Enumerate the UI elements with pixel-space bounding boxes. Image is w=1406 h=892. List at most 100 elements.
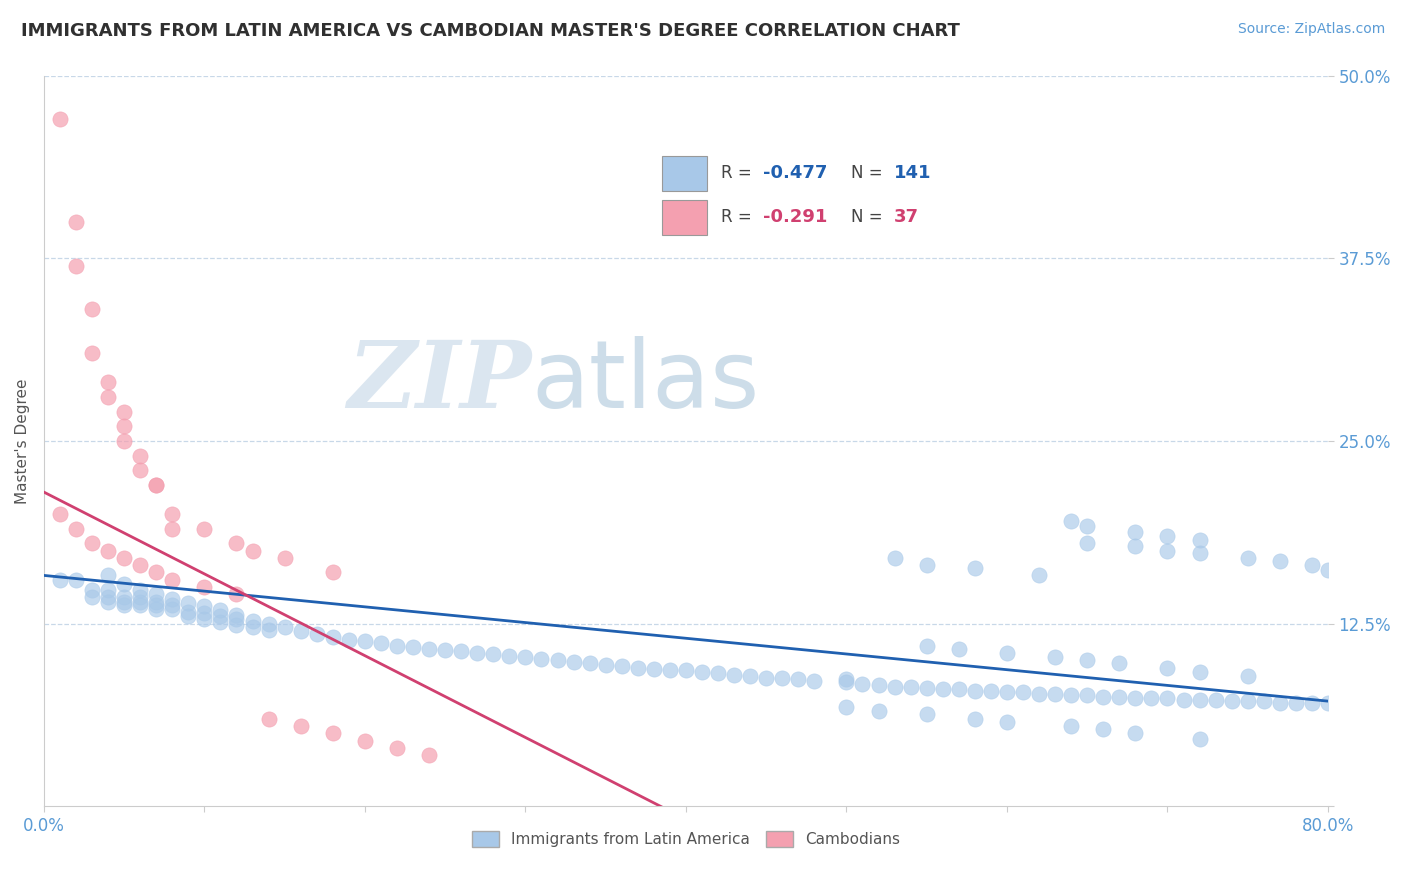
Point bbox=[129, 595, 152, 609]
Text: N =: N = bbox=[852, 164, 889, 182]
Point bbox=[97, 591, 120, 605]
Point bbox=[49, 573, 72, 587]
Point bbox=[562, 655, 585, 669]
Point bbox=[145, 602, 167, 616]
Point bbox=[112, 591, 135, 605]
Point bbox=[755, 671, 778, 685]
Point bbox=[1188, 692, 1211, 706]
Point bbox=[1236, 694, 1258, 708]
Point bbox=[65, 259, 87, 273]
Point bbox=[418, 748, 440, 763]
Point bbox=[225, 618, 247, 632]
Point bbox=[273, 550, 295, 565]
Point bbox=[932, 682, 955, 697]
Point bbox=[1028, 568, 1050, 582]
Point bbox=[1012, 685, 1035, 699]
Point bbox=[354, 733, 377, 747]
Point bbox=[1108, 690, 1130, 704]
Point bbox=[690, 665, 713, 679]
Point bbox=[209, 603, 232, 617]
Point bbox=[915, 681, 938, 695]
Text: -0.477: -0.477 bbox=[763, 164, 828, 182]
Point bbox=[498, 648, 520, 663]
Point bbox=[354, 634, 377, 648]
Point bbox=[915, 558, 938, 573]
Point bbox=[162, 591, 184, 606]
Point bbox=[80, 536, 103, 550]
Point bbox=[723, 668, 745, 682]
FancyBboxPatch shape bbox=[662, 200, 707, 235]
Point bbox=[129, 598, 152, 612]
Point bbox=[322, 630, 344, 644]
Point bbox=[273, 619, 295, 633]
Point bbox=[193, 599, 215, 614]
Point bbox=[225, 612, 247, 626]
Point bbox=[242, 619, 264, 633]
Point bbox=[1076, 688, 1098, 702]
Point bbox=[162, 522, 184, 536]
Point bbox=[1156, 543, 1178, 558]
Point bbox=[1236, 669, 1258, 683]
Point bbox=[1108, 656, 1130, 670]
Point bbox=[112, 598, 135, 612]
Point bbox=[322, 566, 344, 580]
Point bbox=[1220, 694, 1243, 708]
Point bbox=[1043, 650, 1066, 665]
Text: Source: ZipAtlas.com: Source: ZipAtlas.com bbox=[1237, 22, 1385, 37]
Point bbox=[145, 477, 167, 491]
Point bbox=[868, 704, 890, 718]
Point bbox=[1173, 692, 1195, 706]
Point bbox=[97, 543, 120, 558]
Point bbox=[305, 627, 328, 641]
Point bbox=[1188, 665, 1211, 679]
Point bbox=[450, 644, 472, 658]
Point bbox=[209, 609, 232, 624]
Point bbox=[883, 680, 905, 694]
Point bbox=[1125, 691, 1147, 706]
Point bbox=[1156, 691, 1178, 706]
Point bbox=[112, 577, 135, 591]
Point bbox=[257, 616, 280, 631]
Point bbox=[707, 666, 730, 681]
Point bbox=[803, 673, 825, 688]
Text: 37: 37 bbox=[894, 209, 920, 227]
Point bbox=[980, 684, 1002, 698]
Point bbox=[1285, 696, 1308, 710]
Point bbox=[65, 522, 87, 536]
Point bbox=[177, 609, 200, 624]
Point bbox=[162, 598, 184, 612]
Point bbox=[225, 536, 247, 550]
Point bbox=[465, 646, 488, 660]
Point bbox=[835, 675, 858, 690]
Point bbox=[1076, 518, 1098, 533]
Point bbox=[162, 507, 184, 521]
Point bbox=[1236, 550, 1258, 565]
Point bbox=[129, 558, 152, 573]
Point bbox=[1301, 696, 1323, 710]
Y-axis label: Master's Degree: Master's Degree bbox=[15, 378, 30, 504]
Point bbox=[851, 676, 873, 690]
Point bbox=[129, 449, 152, 463]
Point bbox=[900, 680, 922, 694]
Point bbox=[1156, 529, 1178, 543]
Point bbox=[995, 685, 1018, 699]
Point bbox=[610, 659, 633, 673]
Point bbox=[97, 390, 120, 404]
Text: R =: R = bbox=[721, 164, 756, 182]
Point bbox=[530, 651, 553, 665]
Point bbox=[97, 595, 120, 609]
Point bbox=[915, 707, 938, 722]
Point bbox=[578, 656, 600, 670]
Point bbox=[49, 507, 72, 521]
Text: N =: N = bbox=[852, 209, 889, 227]
Point bbox=[770, 671, 793, 685]
Point bbox=[242, 543, 264, 558]
Point bbox=[97, 582, 120, 597]
Point bbox=[1156, 660, 1178, 674]
Point bbox=[627, 660, 650, 674]
Text: atlas: atlas bbox=[531, 336, 761, 428]
Point bbox=[883, 550, 905, 565]
Point bbox=[177, 596, 200, 610]
Text: -0.291: -0.291 bbox=[763, 209, 828, 227]
Point bbox=[1028, 687, 1050, 701]
